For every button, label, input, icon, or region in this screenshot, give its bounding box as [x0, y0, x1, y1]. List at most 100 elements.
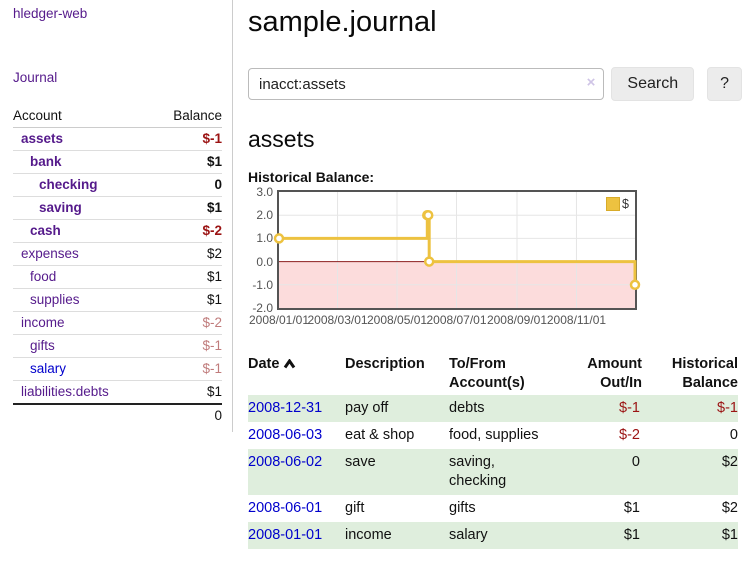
y-axis-tick-label: -2.0 [252, 301, 273, 315]
app-title-link[interactable]: hledger-web [13, 6, 88, 21]
account-balance: $1 [151, 380, 222, 405]
account-balance: 0 [151, 173, 222, 197]
sidebar: hledger-web Journal Account Balance asse… [0, 0, 233, 432]
transaction-date-link[interactable]: 2008-06-01 [248, 500, 323, 516]
account-balance: $1 [151, 265, 222, 289]
transaction-balance: $2 [721, 454, 738, 470]
search-form: × Search ? [248, 67, 742, 101]
register-row: 2008-06-01 gift gifts $1 $2 [248, 495, 738, 522]
account-link[interactable]: cash [30, 223, 61, 238]
x-axis-tick-label: 2008/05/01 [366, 313, 428, 327]
account-link[interactable]: expenses [21, 246, 79, 261]
transaction-date-link[interactable]: 2008-12-31 [248, 400, 323, 416]
transaction-accounts: saving, checking [449, 454, 507, 489]
x-axis-tick-label: 2008/11/01 [546, 313, 607, 327]
clear-search-icon[interactable]: × [586, 74, 596, 91]
account-balance: $2 [151, 242, 222, 266]
transaction-accounts: salary [449, 527, 488, 543]
account-link[interactable]: assets [21, 131, 64, 146]
search-input[interactable] [248, 68, 605, 100]
register-header-accounts: To/From Account(s) [449, 356, 525, 391]
account-balance: $-1 [151, 127, 222, 151]
account-balance: $1 [151, 288, 222, 312]
x-axis-tick-label: 2008/01/01 [248, 313, 310, 327]
account-heading: assets [248, 126, 315, 152]
account-row: supplies $1 [13, 288, 222, 312]
y-axis-tick-label: 3.0 [256, 185, 273, 199]
account-link[interactable]: saving [39, 200, 82, 215]
page-title: sample.journal [248, 6, 437, 38]
register-table: Date Description To/From Account(s) Amou… [248, 353, 738, 549]
help-button[interactable]: ? [707, 67, 742, 101]
y-axis-tick-label: 2.0 [256, 208, 273, 223]
register-table-body: 2008-12-31 pay off debts $-1 $-1 2008-06-03 ea… [248, 395, 738, 549]
register-header-amount: Amount Out/In [587, 356, 642, 391]
transaction-amount: $1 [623, 527, 640, 543]
account-link[interactable]: liabilities:debts [21, 384, 109, 399]
account-link[interactable]: bank [30, 154, 62, 169]
account-link[interactable]: food [30, 269, 57, 284]
y-axis-tick-label: 0.0 [256, 254, 273, 269]
transaction-description: eat & shop [345, 427, 415, 443]
nav-journal-link[interactable]: Journal [13, 70, 58, 85]
transaction-balance: $-1 [717, 400, 738, 416]
transaction-date-link[interactable]: 2008-01-01 [248, 527, 323, 543]
chart-title: Historical Balance: [248, 169, 375, 185]
transaction-description: save [345, 454, 376, 470]
account-link[interactable]: gifts [30, 338, 55, 353]
accounts-column-header: Account [13, 104, 152, 128]
accounts-table: Account Balance assets $-1 bank $1 checking 0… [13, 104, 222, 427]
account-row: bank $1 [13, 150, 222, 174]
register-row: 2008-01-01 income salary $1 $1 [248, 522, 738, 549]
account-row: income $-2 [13, 311, 222, 335]
historical-balance-chart: 3.0 2.0 1.0 0.0 -1.0 -2.0 $ 2008/01/01 2008/03… [248, 185, 742, 333]
chart-legend: $ [605, 196, 630, 212]
transaction-date-link[interactable]: 2008-06-02 [248, 454, 323, 470]
register-row: 2008-12-31 pay off debts $-1 $-1 [248, 395, 738, 422]
account-row: expenses $2 [13, 242, 222, 266]
account-row: salary $-1 [13, 357, 222, 381]
account-balance: $1 [151, 150, 222, 174]
account-row: saving $1 [13, 196, 222, 220]
balance-column-header: Balance [151, 104, 222, 128]
main-content: sample.journal × Search ? assets Histori… [248, 0, 742, 549]
account-balance: $-1 [151, 334, 222, 358]
account-link[interactable]: supplies [30, 292, 80, 307]
transaction-amount: $-2 [619, 427, 640, 443]
transaction-accounts: debts [449, 400, 485, 416]
search-button[interactable]: Search [611, 67, 695, 101]
transaction-accounts: gifts [449, 500, 476, 516]
x-axis-tick-label: 2008/07/01 [426, 313, 487, 327]
account-row: liabilities:debts $1 [13, 380, 222, 405]
transaction-description: gift [345, 500, 365, 516]
chart-plot: $ [273, 190, 641, 310]
register-row: 2008-06-03 eat & shop food, supplies $-2 0 [248, 422, 738, 449]
legend-label: $ [622, 196, 629, 211]
accounts-total-value: 0 [151, 403, 222, 427]
register-header-balance: Historical Balance [671, 356, 738, 391]
register-header-date[interactable]: Date [248, 353, 345, 395]
x-axis-tick-label: 2008/03/01 [307, 313, 368, 327]
account-link[interactable]: income [21, 315, 65, 330]
transaction-amount: $-1 [619, 400, 640, 416]
account-link[interactable]: checking [39, 177, 98, 192]
register-header-description: Description [345, 356, 425, 372]
account-balance: $-2 [151, 219, 222, 243]
accounts-table-body: assets $-1 bank $1 checking 0 saving $1 cash $-2 e… [13, 127, 222, 405]
legend-swatch-icon [606, 197, 621, 211]
y-axis-tick-label: -1.0 [252, 277, 273, 292]
register-header-date-label: Date [248, 356, 280, 372]
account-balance: $-1 [151, 357, 222, 381]
transaction-description: pay off [345, 400, 389, 416]
register-row: 2008-06-02 save saving, checking 0 $2 [248, 449, 738, 495]
y-axis-tick-label: 1.0 [256, 231, 273, 246]
transaction-description: income [345, 527, 392, 543]
transaction-date-link[interactable]: 2008-06-03 [248, 427, 323, 443]
transaction-amount: 0 [631, 454, 640, 470]
account-row: food $1 [13, 265, 222, 289]
account-link[interactable]: salary [30, 361, 67, 376]
account-row: gifts $-1 [13, 334, 222, 358]
transaction-balance: 0 [729, 427, 738, 443]
accounts-total-spacer [13, 403, 152, 427]
transaction-balance: $2 [721, 500, 738, 516]
